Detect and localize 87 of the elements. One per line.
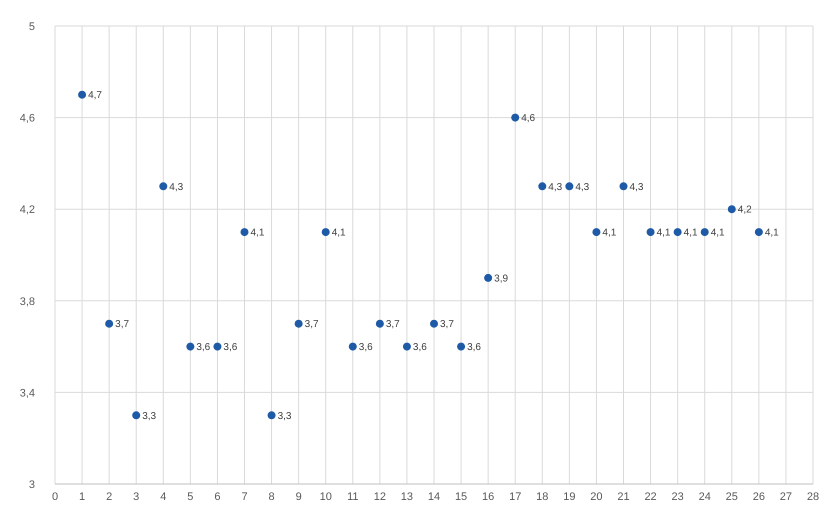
- x-tick-label: 17: [509, 491, 522, 503]
- point: [565, 182, 574, 190]
- data-label: 4,1: [602, 228, 617, 239]
- x-tick-label: 13: [400, 491, 414, 503]
- y-tick-label: 3,4: [20, 387, 35, 400]
- x-tick-label: 19: [563, 491, 576, 503]
- point: [213, 342, 222, 351]
- x-tick-label: 14: [428, 491, 440, 503]
- x-tick-label: 2: [106, 491, 112, 503]
- data-label: 4,1: [764, 228, 780, 239]
- point: [159, 182, 168, 190]
- data-label: 3,7: [304, 319, 319, 330]
- x-tick-label: 22: [644, 491, 657, 503]
- data-label: 4,2: [738, 204, 752, 216]
- x-tick-label: 15: [454, 491, 468, 503]
- data-label: 3,7: [386, 319, 400, 330]
- point: [700, 228, 709, 236]
- point: [592, 228, 600, 236]
- data-label: 4,3: [630, 182, 644, 193]
- point: [620, 182, 628, 190]
- x-tick-label: 3: [133, 491, 140, 503]
- point: [78, 90, 86, 99]
- point: [186, 342, 194, 351]
- point: [132, 411, 140, 420]
- x-tick-label: 4: [160, 491, 166, 503]
- data-label: 3,6: [412, 342, 428, 354]
- data-label: 4,1: [684, 228, 698, 239]
- data-label: 3,6: [358, 342, 374, 354]
- x-tick-label: 26: [752, 491, 765, 503]
- point: [511, 114, 520, 122]
- point: [240, 228, 248, 236]
- y-tick-label: 5: [28, 21, 35, 33]
- data-label: 4,7: [88, 90, 102, 102]
- data-label: 4,3: [548, 182, 563, 193]
- x-tick-label: 20: [590, 491, 603, 503]
- point: [674, 228, 682, 236]
- data-label: 3,3: [278, 410, 292, 422]
- y-tick-label: 4,6: [20, 112, 35, 125]
- data-label: 4,3: [575, 182, 590, 193]
- y-tick-label: 4,2: [20, 204, 35, 216]
- point: [376, 320, 384, 328]
- x-tick-label: 8: [268, 491, 275, 503]
- x-tick-label: 23: [672, 491, 684, 503]
- data-label: 3,6: [223, 342, 238, 354]
- point: [268, 411, 276, 420]
- data-label: 4,1: [250, 228, 265, 239]
- point: [294, 320, 303, 328]
- x-tick-label: 5: [187, 491, 194, 503]
- x-tick-label: 25: [726, 491, 738, 503]
- point: [348, 342, 357, 351]
- point: [754, 228, 763, 236]
- point: [538, 182, 546, 190]
- data-label: 4,1: [710, 228, 726, 239]
- x-tick-label: 6: [214, 491, 220, 503]
- data-label: 4,6: [521, 113, 536, 124]
- data-label: 3,6: [196, 342, 211, 354]
- x-tick-label: 0: [52, 491, 58, 503]
- data-label: 4,3: [169, 182, 184, 193]
- data-label: 4,1: [656, 228, 671, 239]
- data-label: 4,1: [332, 228, 346, 239]
- x-tick-label: 16: [482, 491, 494, 503]
- point: [646, 228, 655, 236]
- y-tick-label: 3: [28, 479, 35, 491]
- x-tick-label: 10: [320, 491, 332, 503]
- point: [402, 342, 411, 351]
- x-tick-label: 1: [79, 491, 86, 503]
- point: [457, 342, 466, 351]
- x-tick-label: 27: [780, 491, 792, 503]
- data-label: 3,7: [440, 319, 454, 330]
- point: [322, 228, 330, 236]
- x-tick-label: 18: [536, 491, 548, 503]
- x-tick-label: 24: [698, 491, 711, 503]
- x-tick-label: 11: [347, 491, 358, 503]
- data-label: 3,6: [467, 342, 482, 354]
- x-tick-label: 7: [241, 491, 248, 503]
- x-tick-label: 12: [374, 491, 386, 503]
- x-tick-label: 21: [617, 491, 630, 503]
- y-tick-label: 3,8: [20, 296, 35, 308]
- data-label: 3,9: [494, 273, 508, 284]
- x-tick-label: 9: [296, 491, 302, 503]
- point: [728, 205, 736, 214]
- point: [484, 274, 492, 282]
- data-label: 3,3: [142, 410, 157, 422]
- x-tick-label: 28: [806, 491, 820, 503]
- point: [430, 320, 438, 328]
- point: [105, 320, 114, 328]
- data-label: 3,7: [115, 319, 130, 330]
